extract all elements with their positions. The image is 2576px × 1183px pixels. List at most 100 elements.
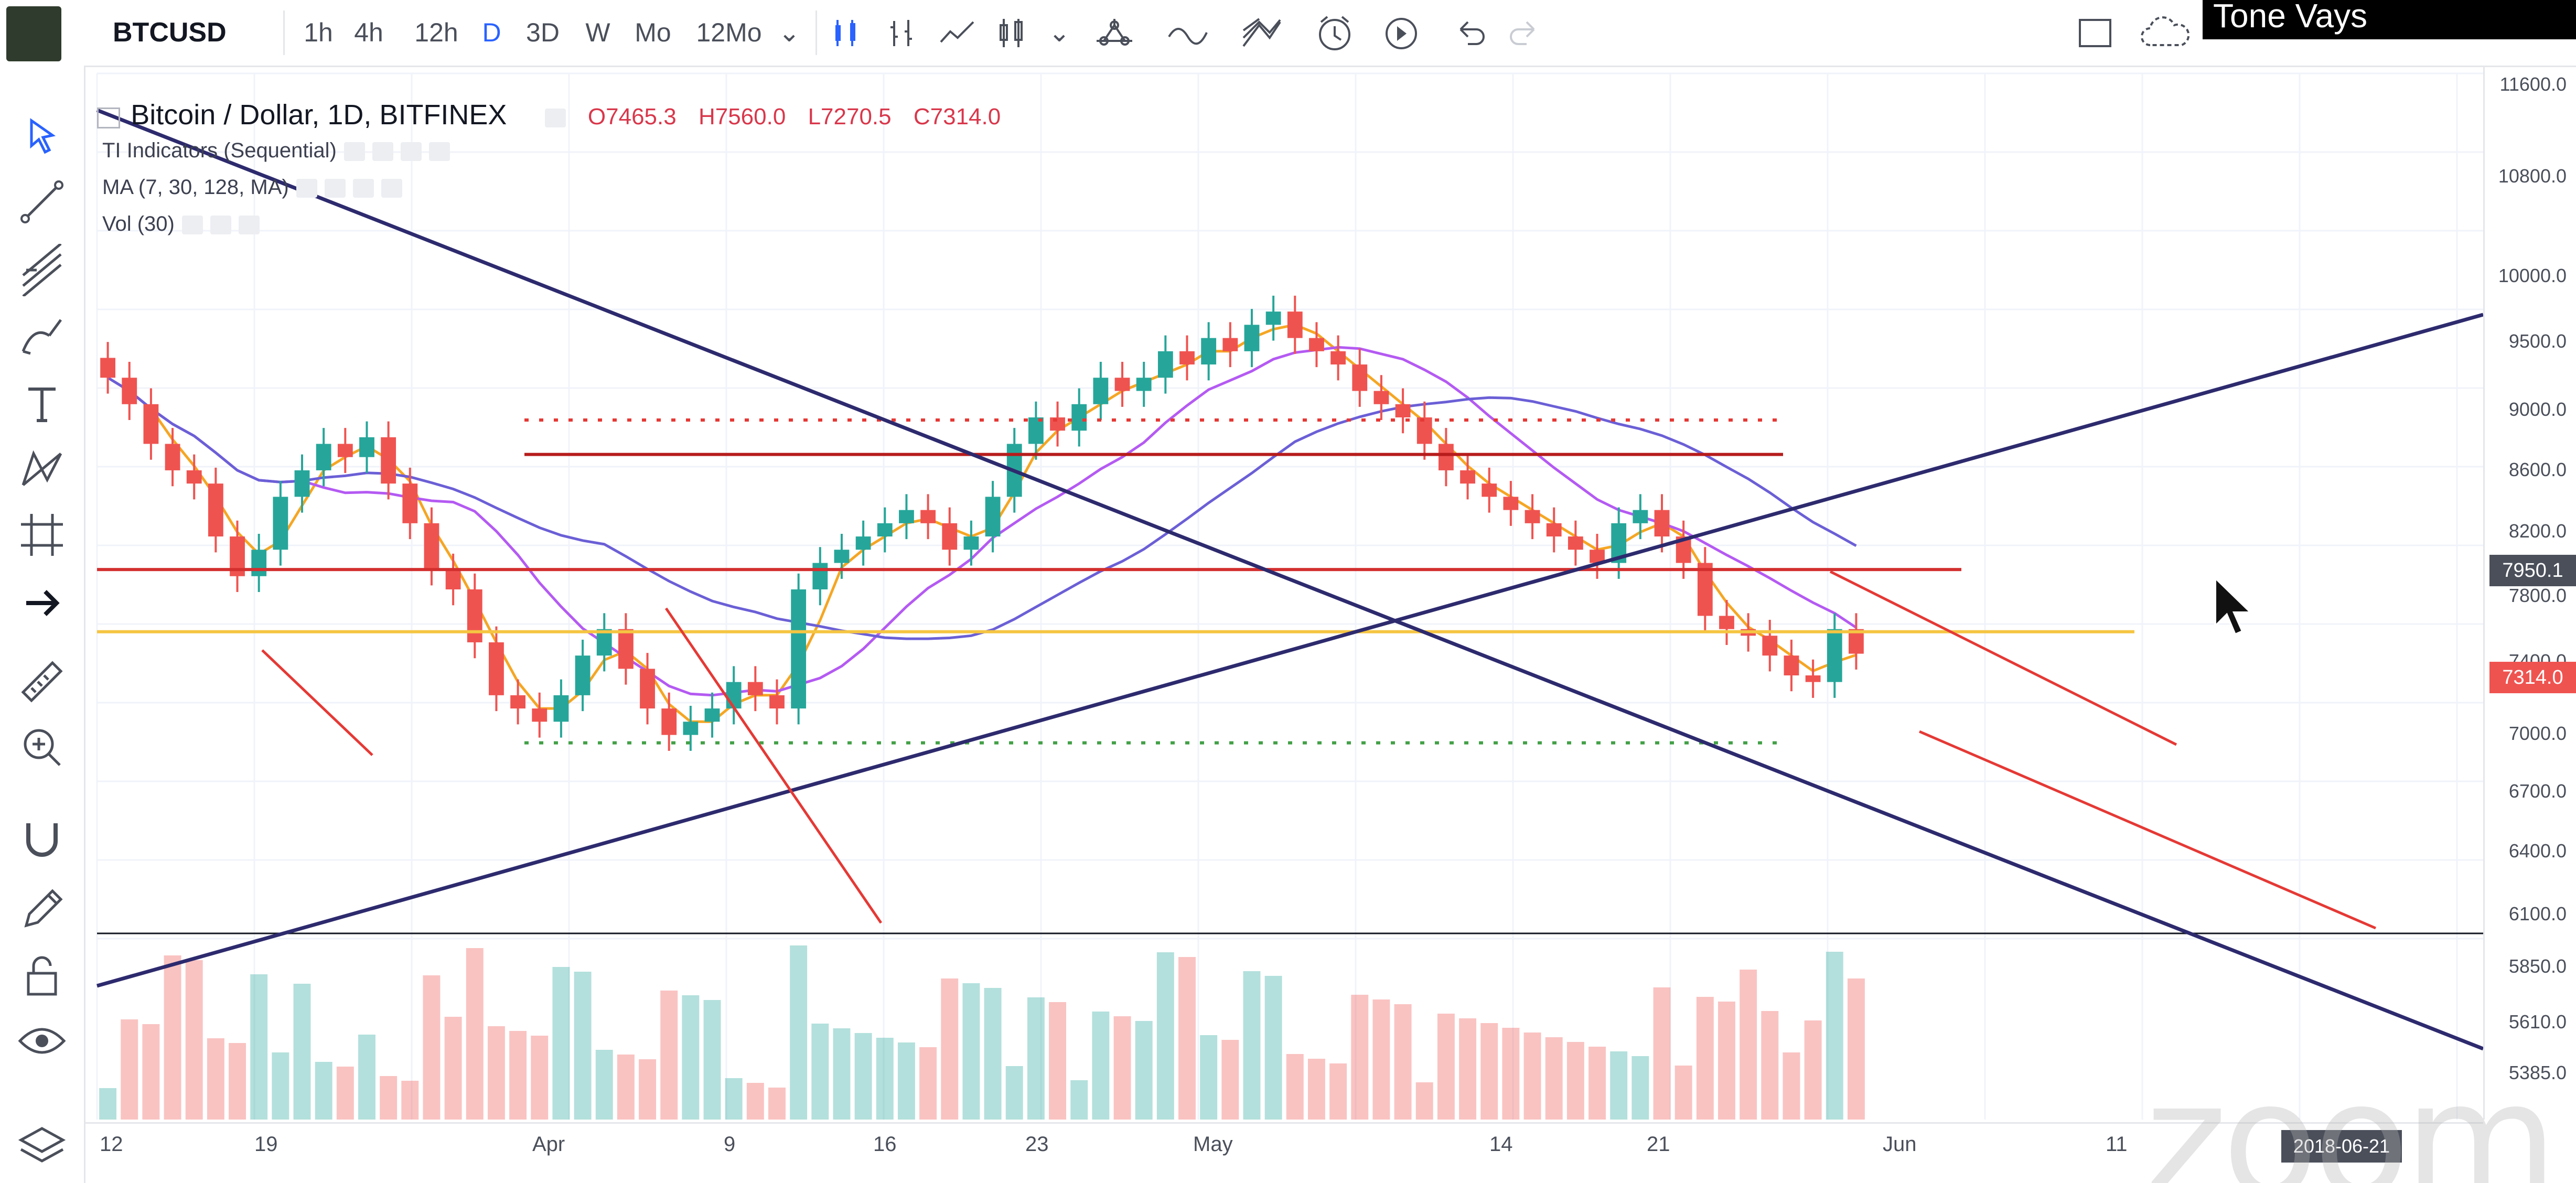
candle-body bbox=[1697, 563, 1713, 616]
volume-bar bbox=[1286, 1054, 1304, 1120]
candle-body bbox=[1439, 444, 1454, 470]
time-tick: Apr bbox=[532, 1133, 565, 1156]
brush-icon[interactable] bbox=[16, 309, 68, 362]
volume-bar bbox=[1632, 1056, 1649, 1120]
fib-tool-icon[interactable] bbox=[16, 244, 68, 296]
level-price-badge: 7950.1 bbox=[2489, 555, 2576, 586]
zoom-in-icon[interactable] bbox=[16, 721, 68, 773]
arrow-right-icon[interactable] bbox=[16, 577, 68, 629]
trend-line-icon[interactable] bbox=[16, 176, 68, 228]
user-avatar[interactable] bbox=[6, 6, 61, 61]
volume-bar bbox=[1221, 1040, 1239, 1120]
pattern-tool-icon[interactable] bbox=[16, 443, 68, 496]
candle-body bbox=[1546, 523, 1562, 537]
candle-body bbox=[1330, 351, 1346, 365]
volume-bar bbox=[358, 1035, 375, 1120]
compare-icon[interactable] bbox=[886, 16, 918, 50]
interval-4h[interactable]: 4h bbox=[354, 18, 383, 47]
candle-body bbox=[165, 444, 180, 470]
volume-bar bbox=[552, 967, 570, 1120]
eye-icon[interactable] bbox=[16, 1015, 68, 1067]
volume-bar bbox=[617, 1055, 635, 1120]
candle-body bbox=[1222, 338, 1238, 351]
magnet-icon[interactable] bbox=[16, 813, 68, 865]
price-tick: 8200.0 bbox=[2508, 520, 2567, 542]
redo-icon bbox=[1510, 21, 1535, 45]
low-value: L7270.5 bbox=[808, 104, 892, 130]
price-axis[interactable] bbox=[2483, 66, 2576, 1120]
interval-w[interactable]: W bbox=[585, 18, 610, 47]
stay-drawing-icon[interactable] bbox=[16, 884, 68, 936]
candle-body bbox=[1050, 417, 1065, 431]
chart-style-dropdown-icon[interactable]: ⌄ bbox=[1048, 18, 1070, 47]
layers-icon[interactable] bbox=[16, 1117, 68, 1169]
bars-style-icon[interactable] bbox=[831, 16, 863, 50]
price-tick: 5850.0 bbox=[2508, 955, 2567, 977]
interval-1h[interactable]: 1h bbox=[304, 18, 333, 47]
volume-bar bbox=[336, 1067, 354, 1120]
text-tool-icon[interactable] bbox=[16, 378, 68, 430]
indicator-ma[interactable]: MA (7, 30, 128, MA) bbox=[102, 176, 402, 199]
candle-body bbox=[1395, 404, 1411, 417]
candle-body bbox=[1719, 616, 1734, 629]
interval-mo[interactable]: Mo bbox=[635, 18, 671, 47]
time-tick: May bbox=[1193, 1133, 1233, 1156]
volume-bar bbox=[1761, 1011, 1779, 1120]
volume-bar bbox=[1437, 1014, 1455, 1120]
candle-body bbox=[1201, 338, 1217, 365]
interval-3d[interactable]: 3D bbox=[526, 18, 560, 47]
ruler-icon[interactable] bbox=[16, 655, 68, 708]
symbol-search[interactable]: BTCUSD bbox=[113, 17, 227, 48]
candle-body bbox=[1568, 536, 1583, 550]
volume-bar bbox=[1394, 1004, 1412, 1120]
interval-d[interactable]: D bbox=[482, 18, 501, 47]
volume-bar bbox=[1200, 1035, 1218, 1120]
replay-icon[interactable] bbox=[1380, 12, 1422, 53]
interval-dropdown-icon[interactable]: ⌄ bbox=[778, 18, 800, 47]
candle-body bbox=[122, 378, 137, 404]
candle-body bbox=[1265, 311, 1281, 325]
candle-body bbox=[1482, 483, 1497, 497]
interval-12h[interactable]: 12h bbox=[414, 18, 458, 47]
indicator-volume[interactable]: Vol (30) bbox=[102, 212, 260, 236]
time-tick: 12 bbox=[100, 1133, 123, 1156]
price-tick: 8600.0 bbox=[2508, 459, 2567, 480]
templates-icon[interactable] bbox=[1240, 15, 1282, 51]
moving-average-line bbox=[107, 323, 1857, 723]
line-chart-icon[interactable] bbox=[939, 16, 975, 50]
lock-icon[interactable] bbox=[16, 949, 68, 1002]
volume-bar bbox=[401, 1081, 419, 1120]
crosshair-date-badge: 2018-06-21 bbox=[2281, 1130, 2402, 1163]
volume-bar bbox=[121, 1019, 138, 1120]
volume-bar bbox=[1588, 1047, 1606, 1120]
volume-bar bbox=[1740, 970, 1757, 1120]
volume-bar bbox=[531, 1036, 549, 1120]
candle-body bbox=[942, 523, 958, 550]
cloud-icon[interactable] bbox=[2140, 16, 2192, 50]
moving-average-line bbox=[107, 346, 1857, 697]
fullscreen-icon[interactable] bbox=[2077, 16, 2113, 50]
time-axis[interactable] bbox=[84, 1122, 2483, 1183]
candle-body bbox=[726, 682, 742, 709]
indicators-icon[interactable] bbox=[1093, 15, 1135, 51]
cursor-tool-icon[interactable] bbox=[16, 110, 68, 163]
volume-bar bbox=[1092, 1012, 1110, 1120]
legend-toggle-icon[interactable] bbox=[97, 107, 120, 129]
indicator-sequential[interactable]: TI Indicators (Sequential) bbox=[102, 139, 450, 163]
candle-body bbox=[1071, 404, 1087, 431]
wave-indicator-icon[interactable] bbox=[1167, 16, 1209, 50]
interval-12mo[interactable]: 12Mo bbox=[696, 18, 762, 47]
moving-average-line bbox=[107, 377, 1857, 640]
volume-bar bbox=[682, 995, 700, 1120]
undo-icon[interactable] bbox=[1455, 17, 1487, 48]
legend-settings-icon[interactable] bbox=[544, 109, 566, 128]
prediction-tool-icon[interactable] bbox=[16, 509, 68, 561]
candle-body bbox=[1416, 417, 1432, 444]
volume-bar bbox=[1566, 1042, 1584, 1120]
candles-icon[interactable] bbox=[996, 16, 1028, 50]
alert-clock-icon[interactable] bbox=[1314, 12, 1356, 53]
moving-averages bbox=[107, 323, 1857, 723]
volume-bar bbox=[1675, 1066, 1692, 1120]
chart-legend: Bitcoin / Dollar, 1D, BITFINEX O7465.3 H… bbox=[97, 99, 1001, 131]
